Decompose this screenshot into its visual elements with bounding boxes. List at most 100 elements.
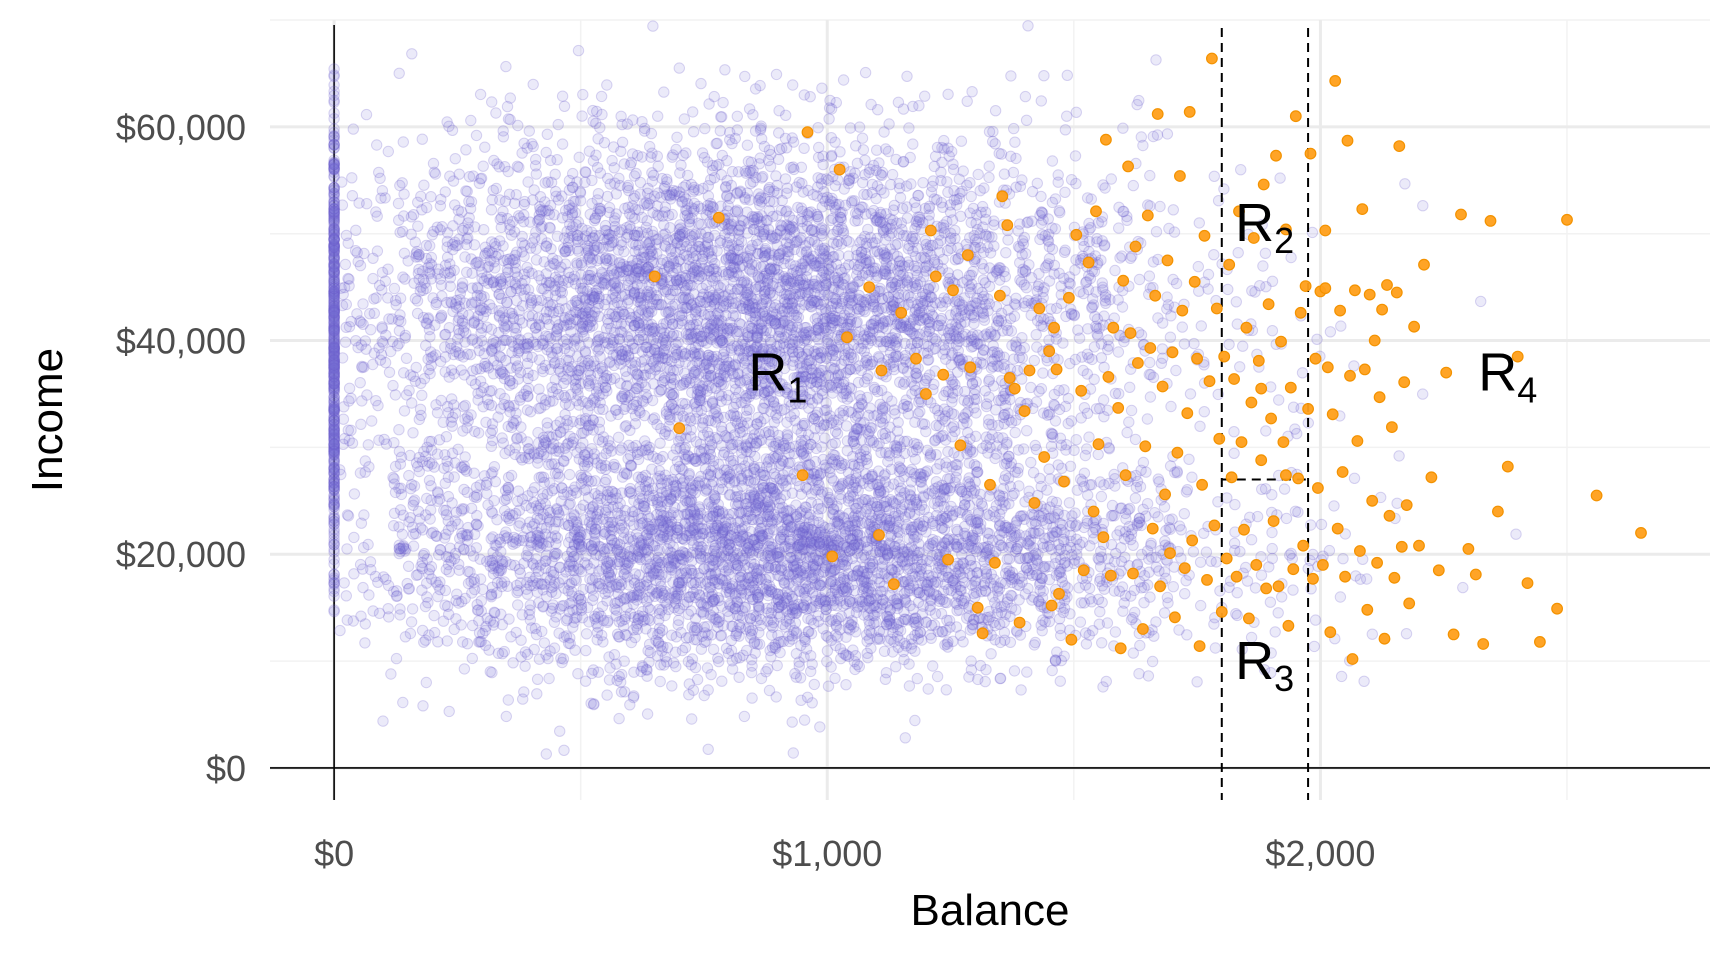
data-point: [442, 490, 455, 503]
data-point: [373, 434, 385, 446]
data-point: [919, 90, 931, 102]
data-point: [909, 714, 921, 727]
data-point: [353, 197, 365, 209]
data-point: [402, 560, 415, 572]
data-point: [829, 437, 841, 449]
data-point: [1167, 273, 1179, 286]
data-point: [1065, 415, 1078, 427]
data-point: [1041, 484, 1053, 496]
data-point: [1049, 223, 1062, 235]
data-point: [1266, 542, 1278, 555]
data-point: [931, 670, 944, 683]
data-point: [1020, 425, 1033, 437]
data-point: [328, 499, 340, 511]
data-point: [328, 428, 340, 440]
data-point: [1008, 487, 1020, 499]
data-point: [795, 694, 807, 706]
data-point: [500, 710, 512, 723]
data-point: [543, 672, 555, 685]
data-point: [1005, 150, 1017, 163]
data-point: [580, 628, 593, 640]
data-point: [328, 371, 340, 383]
data-point: [328, 419, 340, 431]
data-point: [666, 680, 678, 692]
data-point: [518, 686, 530, 698]
data-point: [328, 371, 340, 383]
data-point: [1070, 434, 1083, 446]
data-point: [1029, 636, 1042, 649]
data-point: [418, 179, 430, 191]
data-point: [328, 159, 340, 171]
data-point: [1035, 95, 1048, 107]
data-point: [1296, 367, 1309, 379]
data-point: [348, 531, 360, 544]
data-point: [1158, 607, 1171, 619]
data-point: [328, 285, 340, 297]
data-point: [1142, 670, 1155, 682]
data-point: [486, 194, 498, 206]
data-point: [603, 651, 615, 663]
data-point: [731, 110, 743, 123]
data-point: [1358, 675, 1370, 687]
data-point: [477, 160, 489, 172]
data-point: [1334, 591, 1347, 603]
data-point: [1105, 173, 1118, 185]
data-point: [328, 303, 340, 316]
data-point: [798, 714, 811, 726]
data-point: [717, 96, 729, 109]
data-point: [947, 163, 960, 176]
data-point: [366, 415, 378, 427]
data-point: [1069, 150, 1082, 162]
data-point: [1335, 320, 1347, 332]
data-point: [328, 245, 340, 257]
data-point: [387, 379, 399, 392]
data-point: [328, 365, 340, 377]
data-point: [531, 673, 544, 685]
data-point: [1228, 426, 1240, 438]
data-point: [397, 136, 409, 148]
data-point: [580, 644, 592, 657]
data-point: [1005, 70, 1017, 82]
data-point: [1309, 614, 1322, 626]
data-point: [1002, 234, 1014, 246]
axes: [270, 25, 1710, 800]
data-point: [762, 663, 774, 675]
data-point: [447, 220, 459, 232]
data-point: [328, 337, 340, 349]
data-point: [840, 679, 852, 691]
data-point: [396, 528, 409, 540]
data-point: [1161, 128, 1174, 140]
data-point: [741, 139, 754, 151]
data-point: [940, 461, 953, 473]
data-point: [886, 168, 899, 181]
data-point: [989, 105, 1002, 117]
data-point: [328, 94, 340, 107]
data-point: [328, 321, 340, 333]
data-point: [1129, 492, 1142, 504]
data-point: [1143, 270, 1156, 282]
data-point: [328, 96, 340, 109]
data-point: [1399, 178, 1411, 190]
data-point: [1147, 130, 1160, 143]
data-point: [328, 396, 340, 408]
data-point: [823, 102, 836, 114]
data-point: [411, 307, 424, 320]
data-point: [747, 176, 759, 188]
data-point: [1184, 388, 1197, 400]
data-point: [1163, 222, 1175, 235]
data-point: [540, 748, 552, 760]
data-point: [328, 267, 340, 279]
data-point: [367, 272, 379, 285]
data-point: [328, 361, 340, 374]
no-default-points: [328, 20, 1522, 760]
data-point: [328, 375, 340, 387]
data-point: [1063, 497, 1076, 509]
data-point: [907, 138, 919, 150]
data-point: [328, 171, 340, 183]
data-point: [328, 323, 340, 336]
data-point: [1287, 584, 1299, 596]
data-point: [328, 382, 340, 395]
data-point: [1186, 471, 1198, 483]
data-point: [328, 523, 340, 535]
data-point: [1045, 303, 1057, 315]
